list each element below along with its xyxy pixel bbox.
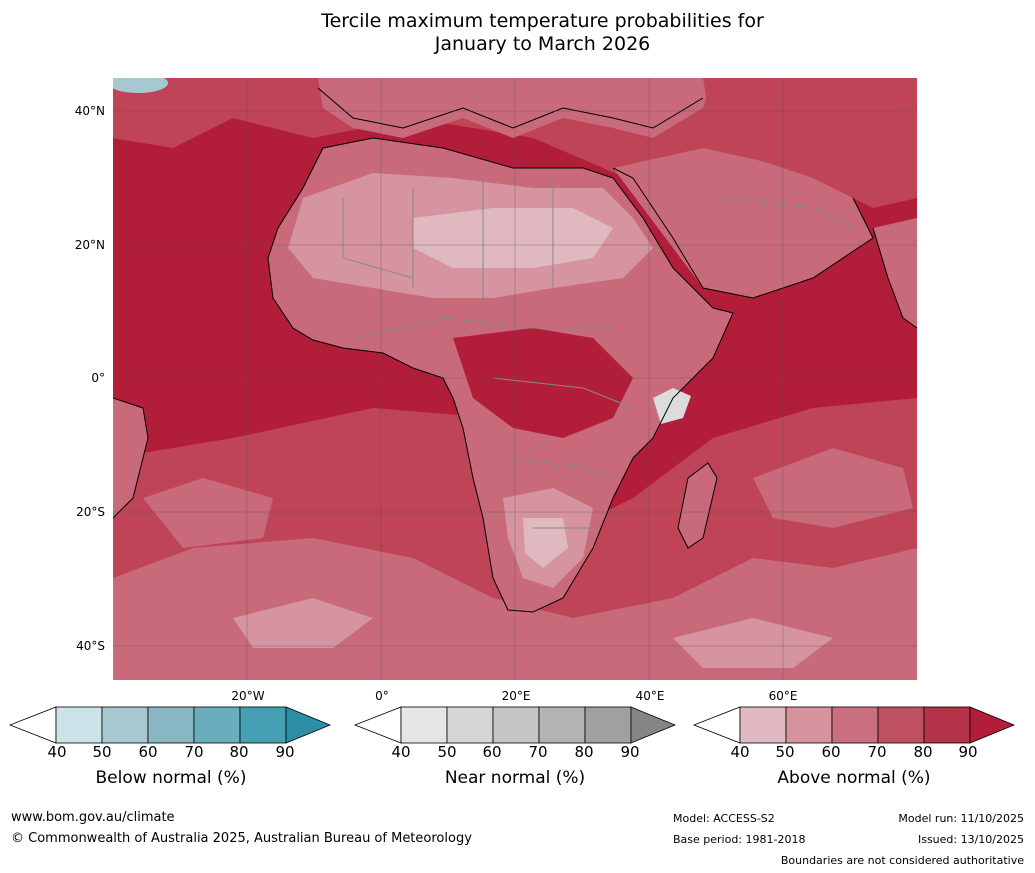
lat-label-40s: 40°S [76, 639, 105, 653]
country-borders [342, 178, 854, 529]
above-cbar-segment [923, 706, 971, 744]
below-cbar-segment [193, 706, 241, 744]
below-tick-50: 50 [92, 743, 112, 761]
colorbar-near [353, 706, 677, 744]
above-tick-50: 50 [775, 743, 795, 761]
title-line-1: Tercile maximum temperature probabilitie… [321, 10, 764, 32]
chart-title: Tercile maximum temperature probabilitie… [0, 10, 1035, 56]
near-cbar-segment [492, 706, 540, 744]
near-cbar-segment [538, 706, 586, 744]
lat-label-20s: 20°S [76, 505, 105, 519]
below-tick-40: 40 [47, 743, 67, 761]
below-normal-patch [113, 78, 168, 93]
lat-label-20n: 20°N [74, 238, 105, 252]
iran-land [703, 78, 917, 208]
europe-coastline [317, 87, 704, 129]
near-tick-60: 60 [482, 743, 502, 761]
colorbar-below [8, 706, 332, 744]
near-tick-50: 50 [437, 743, 457, 761]
below-cbar-segment [239, 706, 287, 744]
below-tick-60: 60 [138, 743, 158, 761]
lat-label-40n: 40°N [74, 104, 105, 118]
above-cbar-upper-extend [969, 706, 1016, 744]
near-title: Near normal (%) [444, 768, 586, 788]
above-tick-60: 60 [821, 743, 841, 761]
footer-base-period: Base period: 1981-2018 [673, 833, 806, 846]
kalahari-core [523, 518, 568, 568]
below-cbar-segment [101, 706, 149, 744]
ocean-patch-se [753, 448, 913, 528]
below-title: Below normal (%) [95, 768, 247, 788]
lon-label-20w: 20°W [231, 689, 265, 703]
near-cbar-segment [584, 706, 632, 744]
below-cbar-lower-extend [8, 706, 57, 744]
below-cbar-upper-extend [285, 706, 332, 744]
madagascar-coastline [677, 462, 718, 549]
lon-label-20e: 20°E [501, 689, 531, 703]
near-tick-90: 90 [620, 743, 640, 761]
india-land [873, 218, 917, 328]
arabia-land [613, 148, 873, 298]
africa-coastline [267, 137, 734, 613]
above-cbar-segment [739, 706, 787, 744]
below-tick-80: 80 [229, 743, 249, 761]
above-cbar-segment [877, 706, 925, 744]
colorbar-above [692, 706, 1016, 744]
above-cbar-segment [831, 706, 879, 744]
sahara-core [413, 208, 613, 268]
lon-label-60e: 60°E [768, 689, 798, 703]
near-cbar-lower-extend [353, 706, 402, 744]
madagascar [678, 463, 717, 548]
near-tick-80: 80 [574, 743, 594, 761]
footer-copyright: © Commonwealth of Australia 2025, Austra… [11, 831, 472, 846]
near-cbar-segment [446, 706, 494, 744]
lon-label-0: 0° [375, 689, 389, 703]
map-svg [113, 78, 917, 680]
above-tick-80: 80 [913, 743, 933, 761]
lon-label-40e: 40°E [635, 689, 665, 703]
above-cbar-segment [785, 706, 833, 744]
south-america-edge [113, 398, 148, 518]
footer-issued: Issued: 13/10/2025 [917, 833, 1024, 846]
south-america-coastline [113, 397, 149, 519]
above-title: Above normal (%) [777, 768, 931, 788]
india-coastline [872, 227, 917, 329]
footer-model-run: Model run: 11/10/2025 [898, 812, 1024, 825]
near-tick-70: 70 [528, 743, 548, 761]
above-tick-90: 90 [958, 743, 978, 761]
ocean-patch-s2 [233, 598, 373, 648]
footer-disclaimer: Boundaries are not considered authoritat… [780, 854, 1024, 867]
above-tick-70: 70 [867, 743, 887, 761]
above-tick-40: 40 [730, 743, 750, 761]
below-cbar-segment [147, 706, 195, 744]
near-cbar-upper-extend [630, 706, 677, 744]
near-cbar-segment [400, 706, 448, 744]
above-cbar-lower-extend [692, 706, 741, 744]
congo-basin [453, 328, 633, 438]
arabia-coastline [612, 167, 874, 299]
footer-model: Model: ACCESS-S2 [673, 812, 775, 825]
below-tick-90: 90 [275, 743, 295, 761]
footer-website[interactable]: www.bom.gov.au/climate [11, 810, 175, 825]
ocean-patch-sw [143, 478, 273, 548]
near-tick-40: 40 [391, 743, 411, 761]
probability-map[interactable] [113, 78, 917, 680]
lat-label-0: 0° [91, 371, 105, 385]
europe-land [318, 78, 713, 138]
gridlines [113, 78, 917, 680]
below-cbar-segment [55, 706, 103, 744]
ocean-patch-s3 [673, 618, 833, 668]
east-africa-near [653, 388, 691, 424]
below-tick-70: 70 [184, 743, 204, 761]
title-line-2: January to March 2026 [434, 33, 651, 55]
